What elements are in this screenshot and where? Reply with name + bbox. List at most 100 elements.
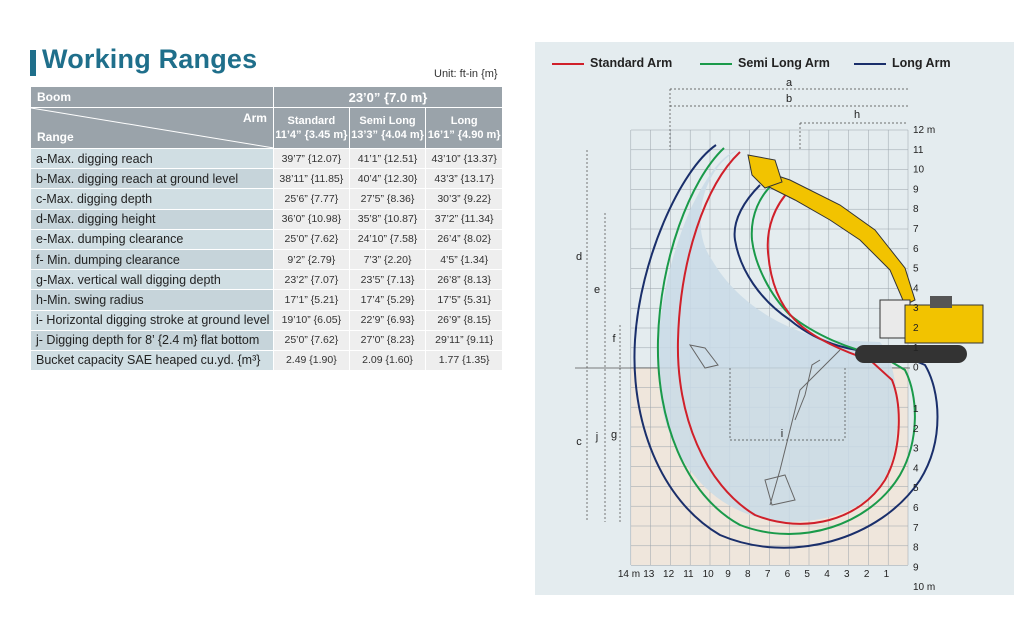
- row-value: 23’5” {7.13}: [348, 269, 427, 291]
- col-semi-long-length: 13’3” {4.04 m}: [351, 129, 424, 141]
- y-tick-label: 3: [913, 444, 919, 455]
- table-row: h-Min. swing radius 17’1” {5.21} 17’4” {5.…: [30, 289, 503, 311]
- y-tick-label: 6: [913, 503, 919, 514]
- dimension-label-f: f: [612, 333, 616, 345]
- row-value: 17’5” {5.31}: [425, 289, 503, 311]
- dimension-label-h: h: [854, 109, 860, 121]
- table-row: d-Max. digging height 36’0” {10.98} 35’8” …: [30, 208, 503, 230]
- long-arm-envelope: [633, 144, 939, 549]
- table-row: i- Horizontal digging stroke at ground l…: [30, 309, 503, 331]
- row-value: 17’1” {5.21}: [272, 289, 350, 311]
- row-label: f- Min. dumping clearance: [30, 248, 274, 271]
- x-tick-label: 12: [663, 569, 675, 580]
- dimension-label-b: b: [786, 93, 792, 105]
- row-label: j- Digging depth for 8’ {2.4 m} flat bot…: [30, 329, 274, 351]
- row-value: 29’11” {9.11}: [425, 329, 503, 351]
- table-row: c-Max. digging depth 25’6” {7.77} 27’5” {8…: [30, 188, 503, 210]
- legend-semi-long-label: Semi Long Arm: [738, 56, 830, 70]
- row-label: i- Horizontal digging stroke at ground l…: [30, 309, 274, 331]
- diagonal-divider: [31, 108, 274, 148]
- row-value: 7’3” {2.20}: [348, 248, 427, 271]
- row-value: 25’0” {7.62}: [272, 228, 350, 250]
- working-ranges-table: Boom 23’0” {7.0 m} Arm Range Standard 11’…: [30, 86, 504, 372]
- row-value: 27’0” {8.23}: [348, 329, 427, 351]
- y-tick-label: 7: [913, 523, 919, 534]
- row-value: 39’7” {12.07}: [272, 147, 350, 170]
- col-semi-long: Semi Long 13’3” {4.04 m}: [348, 107, 427, 149]
- y-tick-label: 4: [913, 283, 919, 294]
- digging-positions: [688, 344, 841, 506]
- y-tick-label: 9: [913, 562, 919, 573]
- row-value: 2.09 {1.60}: [348, 349, 427, 372]
- row-label: d-Max. digging height: [30, 208, 274, 230]
- x-tick-label: 14 m: [618, 569, 640, 580]
- x-tick-label: 10: [703, 569, 715, 580]
- dimension-label-g: g: [611, 429, 617, 441]
- table-row: e-Max. dumping clearance 25’0” {7.62} 24’1…: [30, 228, 503, 250]
- y-tick-label: 6: [913, 244, 919, 255]
- arm-range-header: Arm Range: [30, 107, 274, 149]
- arm-label: Arm: [242, 111, 267, 125]
- row-value: 38’11” {11.85}: [272, 168, 350, 190]
- arm-header-row: Arm Range Standard 11’4” {3.45 m} Semi Lo…: [30, 107, 503, 149]
- col-long: Long 16’1” {4.90 m}: [425, 107, 503, 149]
- row-label: c-Max. digging depth: [30, 188, 274, 210]
- y-tick-label: 8: [913, 204, 919, 215]
- x-tick-label: 2: [864, 569, 870, 580]
- legend-semi-long: Semi Long Arm: [700, 56, 830, 70]
- dimension-labels: ab h d e f c j g i: [576, 77, 860, 448]
- legend-standard: Standard Arm: [552, 56, 672, 70]
- row-value: 35’8” {10.87}: [348, 208, 427, 230]
- row-label: h-Min. swing radius: [30, 289, 274, 311]
- x-tick-label: 7: [765, 569, 771, 580]
- boom-value: 23’0” {7.0 m}: [272, 86, 504, 108]
- legend-standard-swatch: [552, 62, 584, 65]
- page-title: Working Ranges: [42, 44, 258, 74]
- y-tick-label: 12 m: [913, 125, 935, 136]
- excavator-counterweight: [930, 296, 952, 308]
- y-tick-label: 2: [913, 424, 919, 435]
- boom-row: Boom 23’0” {7.0 m}: [30, 86, 504, 108]
- excavator-boom: [759, 169, 916, 306]
- table-row: b-Max. digging reach at ground level 38’1…: [30, 168, 503, 190]
- y-tick-label: 11: [913, 145, 924, 156]
- row-value: 36’0” {10.98}: [272, 208, 350, 230]
- row-value: 25’0” {7.62}: [272, 329, 350, 351]
- table-body: a-Max. digging reach 39’7” {12.07} 41’1” {…: [30, 147, 503, 372]
- row-value: 41’1” {12.51}: [348, 147, 427, 170]
- row-value: 26’8” {8.13}: [425, 269, 503, 291]
- row-value: 43’10” {13.37}: [425, 147, 503, 170]
- row-value: 22’9” {6.93}: [348, 309, 427, 331]
- y-tick-label: 10: [913, 165, 925, 176]
- dimension-label-e: e: [594, 284, 600, 296]
- row-value: 37’2” {11.34}: [425, 208, 503, 230]
- y-tick-label: 4: [913, 463, 919, 474]
- legend-semi-long-swatch: [700, 62, 732, 65]
- row-label: e-Max. dumping clearance: [30, 228, 274, 250]
- y-tick-label: 8: [913, 543, 919, 554]
- col-standard-length: 11’4” {3.45 m}: [275, 129, 348, 141]
- dimension-label-j: j: [595, 431, 598, 443]
- legend-long-label: Long Arm: [892, 56, 951, 70]
- row-value: 27’5” {8.36}: [348, 188, 427, 210]
- x-tick-label: 11: [683, 569, 694, 580]
- axis-labels: 14 m 13 12 11 10 9 8 7 6 5 4 3 2 112 m111098765432101…: [618, 125, 935, 593]
- x-tick-label: 1: [884, 569, 890, 580]
- table-row: Bucket capacity SAE heaped cu.yd. {m³} 2.…: [30, 349, 503, 372]
- row-label: Bucket capacity SAE heaped cu.yd. {m³}: [30, 349, 274, 372]
- row-value: 2.49 {1.90}: [272, 349, 350, 372]
- standard-arm-envelope: [676, 151, 900, 525]
- boom-label: Boom: [30, 86, 274, 108]
- x-tick-label: 13: [643, 569, 655, 580]
- y-tick-label: 5: [913, 264, 919, 275]
- y-tick-label: 1: [913, 343, 919, 354]
- row-value: 4’5” {1.34}: [425, 248, 503, 271]
- col-standard-name: Standard: [287, 115, 336, 127]
- row-label: a-Max. digging reach: [30, 147, 274, 170]
- legend-standard-label: Standard Arm: [590, 56, 673, 70]
- y-tick-label: 0: [913, 363, 919, 374]
- row-value: 23’2” {7.07}: [272, 269, 350, 291]
- excavator: [747, 154, 984, 363]
- table-row: a-Max. digging reach 39’7” {12.07} 41’1” {…: [30, 147, 503, 170]
